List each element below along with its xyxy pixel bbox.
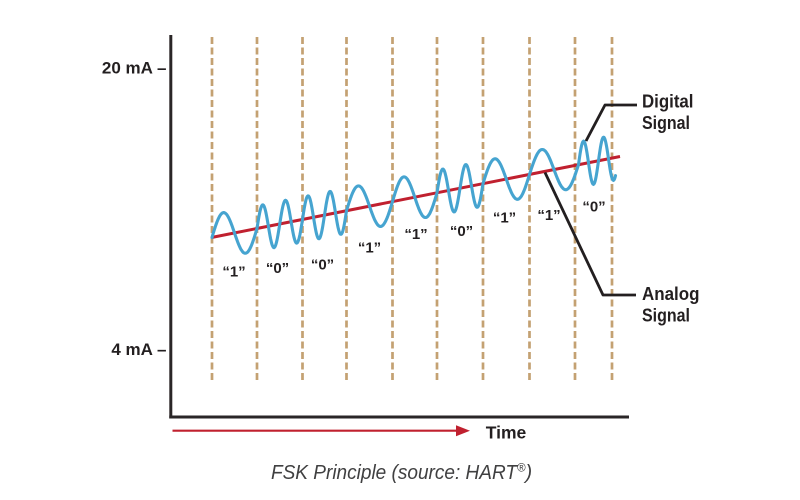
svg-text:“1”: “1”	[222, 264, 245, 281]
svg-text:“0”: “0”	[266, 260, 289, 277]
svg-text:®: ®	[517, 463, 526, 475]
svg-text:“1”: “1”	[404, 226, 427, 243]
svg-text:“0”: “0”	[582, 199, 605, 216]
svg-text:Analog: Analog	[642, 284, 700, 304]
svg-text:“1”: “1”	[493, 210, 516, 227]
svg-text:“1”: “1”	[358, 240, 381, 257]
svg-text:): )	[524, 462, 533, 484]
svg-text:FSK Principle (source: HART: FSK Principle (source: HART	[271, 462, 519, 484]
svg-text:Digital: Digital	[642, 92, 694, 112]
svg-text:“0”: “0”	[450, 223, 473, 240]
svg-text:4 mA –: 4 mA –	[111, 340, 166, 359]
svg-text:“0”: “0”	[311, 257, 334, 274]
svg-text:Signal: Signal	[642, 113, 690, 133]
svg-text:Time: Time	[486, 423, 527, 443]
svg-text:20 mA –: 20 mA –	[102, 59, 167, 78]
svg-text:“1”: “1”	[537, 207, 560, 224]
svg-text:Signal: Signal	[642, 306, 690, 326]
